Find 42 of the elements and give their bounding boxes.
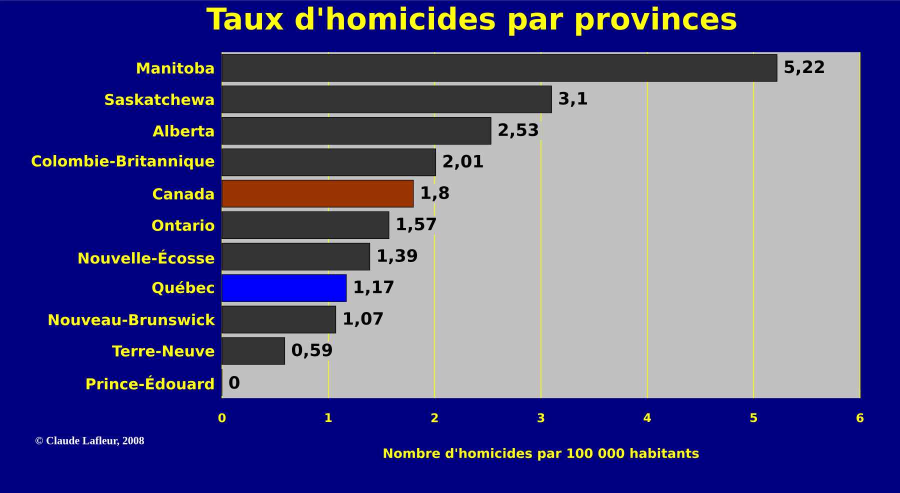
y-tick-label: Terre-Neuve xyxy=(112,345,214,356)
x-tick-label: 6 xyxy=(856,413,864,422)
x-axis-title: Nombre d'homicides par 100 000 habitants xyxy=(384,448,699,461)
x-tick-label: 5 xyxy=(750,413,758,422)
bar xyxy=(222,54,778,82)
bar xyxy=(222,116,492,145)
bar xyxy=(222,85,552,114)
data-label: 2,01 xyxy=(443,154,483,170)
y-tick-label: Prince-Édouard xyxy=(86,375,214,390)
y-tick-label: Alberta xyxy=(152,124,214,137)
data-label: 5,22 xyxy=(784,60,824,76)
bar xyxy=(222,148,436,176)
y-tick-label: Colombie-Britannique xyxy=(32,154,214,170)
x-tick-label: 0 xyxy=(218,413,226,422)
bar xyxy=(222,306,336,334)
x-tick-label: 1 xyxy=(326,413,332,422)
y-tick-label: Canada xyxy=(152,188,214,200)
data-label: 1,07 xyxy=(344,312,383,327)
bar xyxy=(222,180,414,208)
data-label: 1,8 xyxy=(422,186,449,202)
data-label: 1,39 xyxy=(378,249,418,264)
bar xyxy=(222,211,390,239)
y-tick-label: Nouvelle-Écosse xyxy=(78,250,214,264)
y-tick-label: Québec xyxy=(152,280,214,296)
bar xyxy=(222,274,347,302)
data-label: 0,59 xyxy=(292,343,332,358)
data-label: 1,17 xyxy=(354,280,394,296)
y-tick-label: Saskatchewa xyxy=(105,93,214,106)
x-tick-label: 4 xyxy=(644,413,651,422)
chart-title: Taux d'homicides par provinces xyxy=(206,6,736,36)
y-tick-label: Nouveau-Brunswick xyxy=(48,314,216,326)
bar xyxy=(222,337,286,365)
data-label: 1,57 xyxy=(397,218,436,233)
data-label: 2,53 xyxy=(498,123,538,138)
data-label: 3,1 xyxy=(559,92,587,107)
x-tick-label: 3 xyxy=(538,413,544,422)
x-tick-label: 2 xyxy=(431,413,438,422)
text: © Claude Lafleur, 2008 xyxy=(36,436,144,446)
y-tick-label: Ontario xyxy=(152,219,214,231)
data-label: 0 xyxy=(229,376,240,389)
bar xyxy=(222,242,370,270)
y-tick-label: Manitoba xyxy=(137,62,214,74)
